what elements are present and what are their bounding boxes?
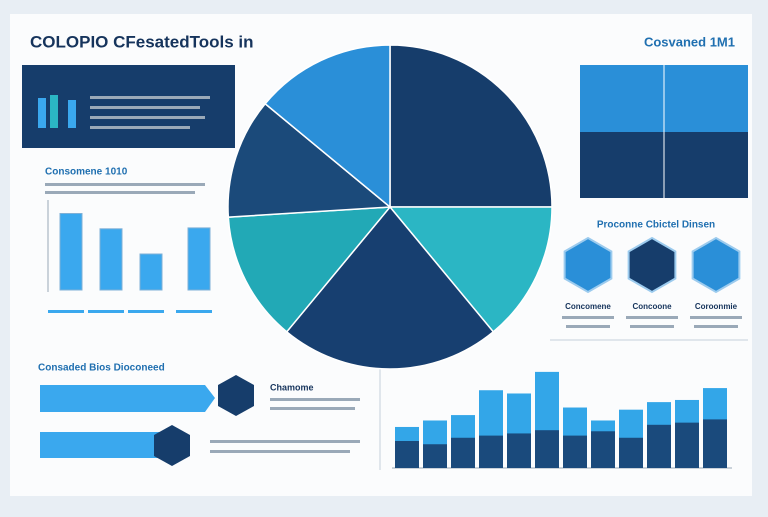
hex-label: Concomene xyxy=(565,302,611,311)
text-line xyxy=(562,316,614,319)
text-line xyxy=(270,407,355,410)
pie-slice xyxy=(264,44,391,209)
bar xyxy=(423,444,447,468)
bar xyxy=(139,253,163,291)
text-line xyxy=(630,325,674,328)
hex-label: Coroonmie xyxy=(695,302,738,311)
bar xyxy=(675,422,699,468)
hex-icon xyxy=(563,236,613,294)
bar xyxy=(395,441,419,468)
icon xyxy=(50,95,58,128)
text-line xyxy=(45,191,195,194)
hex-icon xyxy=(627,236,677,294)
bar xyxy=(59,213,83,291)
pie-slice xyxy=(227,206,392,333)
text-line xyxy=(694,325,738,328)
bar xyxy=(507,433,531,468)
text-line xyxy=(48,310,84,313)
section-heading: Consomene 1010 xyxy=(45,167,128,178)
bar xyxy=(99,228,123,291)
text-line xyxy=(88,310,124,313)
text-line xyxy=(90,116,205,119)
bar xyxy=(619,437,643,468)
text-line xyxy=(626,316,678,319)
text-line xyxy=(690,316,742,319)
pie-slice xyxy=(388,206,553,333)
text-line xyxy=(45,183,205,186)
hex-icon xyxy=(218,375,254,416)
hex-label: Concoone xyxy=(632,302,672,311)
text-line xyxy=(90,96,210,99)
bar xyxy=(451,437,475,468)
text-line xyxy=(210,450,350,453)
text-line xyxy=(90,126,190,129)
bar xyxy=(535,430,559,468)
icon xyxy=(38,98,46,128)
bar xyxy=(703,419,727,468)
icon xyxy=(68,100,76,128)
text-line xyxy=(176,310,212,313)
section-heading: Consaded Bios Dioconeed xyxy=(38,363,165,374)
pie-slice xyxy=(285,205,495,370)
bar xyxy=(591,431,615,468)
bar xyxy=(563,435,587,468)
text-line xyxy=(90,106,200,109)
text-line xyxy=(210,440,360,443)
hex-icon xyxy=(691,236,741,294)
badge: Cosvaned 1M1 xyxy=(644,34,735,49)
title: COLOPIO CFesatedTools in xyxy=(30,32,254,51)
pie-slice xyxy=(389,44,553,208)
text-line xyxy=(270,398,360,401)
hex-icon xyxy=(154,425,190,466)
section-heading: Proconne Cbictel Dinsen xyxy=(597,220,715,231)
text-line xyxy=(128,310,164,313)
bar xyxy=(647,424,671,468)
bar xyxy=(479,435,503,468)
arrow xyxy=(40,385,215,412)
pie-slice xyxy=(227,102,392,218)
bar xyxy=(187,227,211,291)
note: Chamome xyxy=(270,382,314,392)
text-line xyxy=(566,325,610,328)
arrow xyxy=(40,432,172,458)
